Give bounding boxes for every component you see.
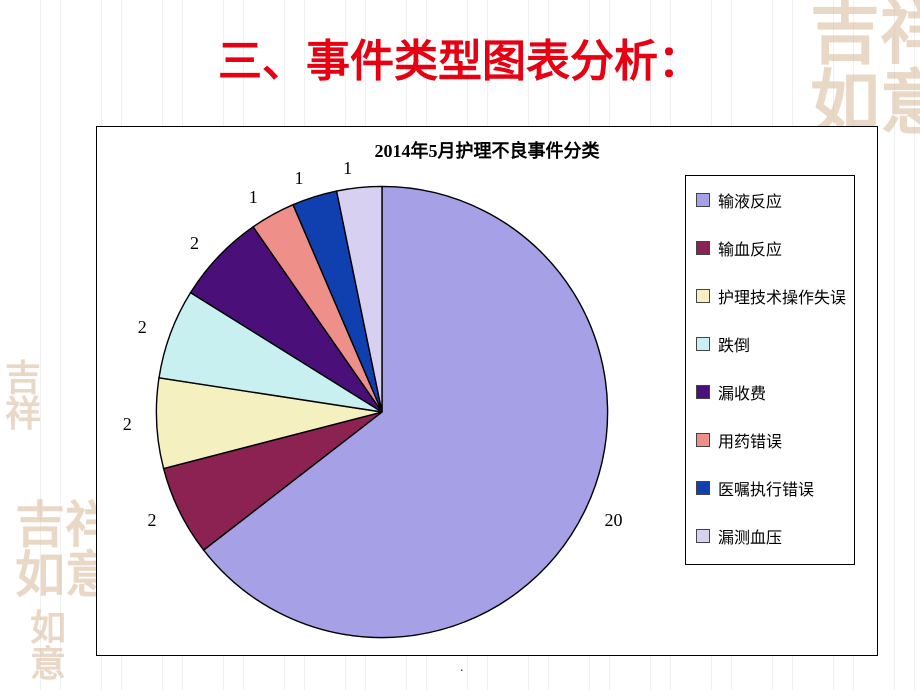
decorative-seal-left-2: 吉祥如意: [15, 500, 80, 600]
legend-item: 输血反应: [696, 236, 844, 260]
legend-item: 医嘱执行错误: [696, 476, 844, 500]
legend-label: 用药错误: [718, 428, 782, 452]
legend: 输液反应输血反应护理技术操作失误跌倒漏收费用药错误医嘱执行错误漏测血压: [685, 175, 855, 565]
legend-label: 跌倒: [718, 332, 750, 356]
pie-value-label: 2: [123, 414, 132, 435]
legend-label: 漏测血压: [718, 524, 782, 548]
pie-value-label: 1: [343, 158, 352, 179]
chart-container: 2014年5月护理不良事件分类 20 2 2 2 2 1 1 1 输液反应输血反应护理技术操作…: [96, 126, 878, 656]
legend-item: 护理技术操作失误: [696, 284, 844, 308]
legend-item: 漏测血压: [696, 524, 844, 548]
legend-item: 漏收费: [696, 380, 844, 404]
legend-swatch: [696, 481, 710, 495]
decorative-seal-left-3: 如意: [30, 610, 75, 682]
pie-value-label: 20: [605, 510, 623, 531]
legend-swatch: [696, 337, 710, 351]
legend-label: 医嘱执行错误: [718, 476, 814, 500]
legend-item: 用药错误: [696, 428, 844, 452]
legend-swatch: [696, 385, 710, 399]
legend-label: 输血反应: [718, 236, 782, 260]
legend-item: 跌倒: [696, 332, 844, 356]
pie-value-label: 1: [249, 187, 258, 208]
legend-swatch: [696, 529, 710, 543]
chart-title: 2014年5月护理不良事件分类: [97, 137, 877, 163]
pie-svg: [147, 177, 617, 647]
pie-value-label: 2: [138, 317, 147, 338]
legend-swatch: [696, 193, 710, 207]
legend-label: 漏收费: [718, 380, 766, 404]
pie-chart: 202222111: [147, 177, 617, 647]
legend-label: 输液反应: [718, 188, 782, 212]
legend-swatch: [696, 433, 710, 447]
legend-label: 护理技术操作失误: [718, 284, 846, 308]
page-title: 三、事件类型图表分析：: [0, 25, 920, 89]
legend-swatch: [696, 289, 710, 303]
legend-swatch: [696, 241, 710, 255]
footer-dot: .: [460, 660, 464, 676]
pie-value-label: 2: [190, 233, 199, 254]
pie-value-label: 2: [147, 510, 156, 531]
legend-item: 输液反应: [696, 188, 844, 212]
pie-value-label: 1: [294, 168, 303, 189]
decorative-seal-left-1: 吉祥: [5, 360, 50, 432]
